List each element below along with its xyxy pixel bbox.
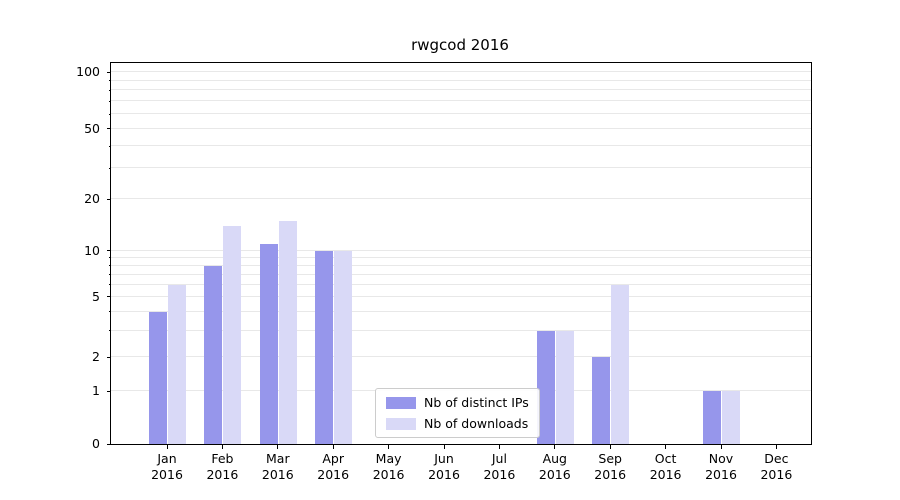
bar-distinct-ips-jan <box>149 311 167 444</box>
y-minor-tick-40 <box>109 145 111 147</box>
y-minor-tick-9 <box>109 257 111 259</box>
gridline-100 <box>111 71 811 73</box>
x-tick-label-nov: Nov 2016 <box>705 451 737 482</box>
gridline-70 <box>111 100 811 102</box>
x-tick-mar <box>277 445 279 449</box>
x-tick-label-jan: Jan 2016 <box>151 451 183 482</box>
x-tick-dec <box>775 445 777 449</box>
bar-downloads-aug <box>555 330 574 444</box>
y-minor-tick-8 <box>109 265 111 267</box>
x-tick-sep <box>609 445 611 449</box>
gridline-6 <box>111 283 811 285</box>
gridline-20 <box>111 198 811 199</box>
x-tick-may <box>388 445 390 449</box>
legend-label-distinct-ips: Nb of distinct IPs <box>424 395 529 410</box>
plot-area: Nb of distinct IPs Nb of downloads <box>110 62 812 445</box>
y-tick-1 <box>107 390 111 392</box>
x-tick-label-apr: Apr 2016 <box>317 451 350 482</box>
legend: Nb of distinct IPs Nb of downloads <box>375 388 540 438</box>
legend-label-downloads: Nb of downloads <box>424 416 529 431</box>
gridline-50 <box>111 127 811 129</box>
y-tick-label-2: 2 <box>92 349 100 365</box>
y-tick-0 <box>107 443 111 445</box>
y-tick-label-100: 100 <box>76 64 100 80</box>
gridline-90 <box>111 79 811 81</box>
gridline-3 <box>111 329 811 331</box>
legend-item-downloads: Nb of downloads <box>386 416 529 431</box>
legend-swatch-downloads <box>386 417 416 430</box>
x-tick-jul <box>498 445 500 449</box>
x-tick-jun <box>443 445 445 449</box>
bar-downloads-mar <box>278 220 297 444</box>
bar-distinct-ips-mar <box>259 243 278 444</box>
gridline-80 <box>111 89 811 91</box>
y-tick-50 <box>107 128 111 130</box>
y-tick-label-1: 1 <box>92 383 100 398</box>
y-minor-tick-30 <box>109 167 111 169</box>
bar-downloads-apr <box>334 250 353 444</box>
y-tick-10 <box>107 250 111 252</box>
x-tick-aug <box>554 445 556 449</box>
y-tick-100 <box>107 71 111 73</box>
x-tick-label-aug: Aug 2016 <box>538 451 571 482</box>
x-tick-label-jun: Jun 2016 <box>428 451 460 482</box>
x-tick-label-dec: Dec 2016 <box>760 451 793 482</box>
gridline-40 <box>111 145 811 146</box>
y-minor-tick-3 <box>109 330 111 331</box>
y-tick-5 <box>107 296 111 298</box>
y-tick-label-10: 10 <box>84 242 100 258</box>
bar-distinct-ips-nov <box>703 391 721 444</box>
y-tick-label-5: 5 <box>92 288 100 304</box>
x-tick-feb <box>221 445 223 449</box>
y-tick-label-20: 20 <box>84 191 100 206</box>
y-minor-tick-70 <box>109 100 111 102</box>
legend-swatch-distinct-ips <box>386 396 416 409</box>
y-minor-tick-80 <box>109 89 111 91</box>
bar-distinct-ips-sep <box>592 357 611 444</box>
x-tick-label-oct: Oct 2016 <box>649 451 682 482</box>
y-tick-label-50: 50 <box>84 120 100 136</box>
bar-downloads-jan <box>168 284 186 444</box>
bar-downloads-sep <box>611 284 630 444</box>
chart-title: rwgcod 2016 <box>411 36 509 54</box>
y-minor-tick-7 <box>109 274 111 276</box>
gridline-10 <box>111 249 811 251</box>
gridline-2 <box>111 356 811 358</box>
bar-distinct-ips-apr <box>315 250 334 444</box>
y-minor-tick-90 <box>109 80 111 82</box>
bar-downloads-nov <box>722 391 740 444</box>
x-tick-oct <box>665 445 667 449</box>
gridline-30 <box>111 167 811 168</box>
gridline-7 <box>111 273 811 275</box>
y-minor-tick-4 <box>109 311 111 313</box>
gridline-60 <box>111 113 811 114</box>
bar-distinct-ips-feb <box>204 265 223 444</box>
gridline-8 <box>111 264 811 266</box>
bar-downloads-feb <box>223 225 242 444</box>
legend-item-distinct-ips: Nb of distinct IPs <box>386 395 529 410</box>
x-tick-label-jul: Jul 2016 <box>483 451 516 482</box>
x-tick-label-may: May 2016 <box>372 451 405 482</box>
x-tick-label-sep: Sep 2016 <box>594 451 627 482</box>
x-tick-label-mar: Mar 2016 <box>261 451 294 482</box>
y-tick-2 <box>107 356 111 358</box>
x-tick-jan <box>166 445 168 449</box>
x-tick-apr <box>332 445 334 449</box>
x-tick-nov <box>720 445 722 449</box>
x-tick-label-feb: Feb 2016 <box>206 451 239 482</box>
bar-distinct-ips-aug <box>536 330 555 444</box>
y-minor-tick-60 <box>109 113 111 115</box>
gridline-9 <box>111 256 811 258</box>
y-minor-tick-6 <box>109 284 111 286</box>
y-tick-20 <box>107 198 111 200</box>
y-tick-label-0: 0 <box>92 436 100 451</box>
gridline-4 <box>111 310 811 312</box>
gridline-5 <box>111 295 811 297</box>
